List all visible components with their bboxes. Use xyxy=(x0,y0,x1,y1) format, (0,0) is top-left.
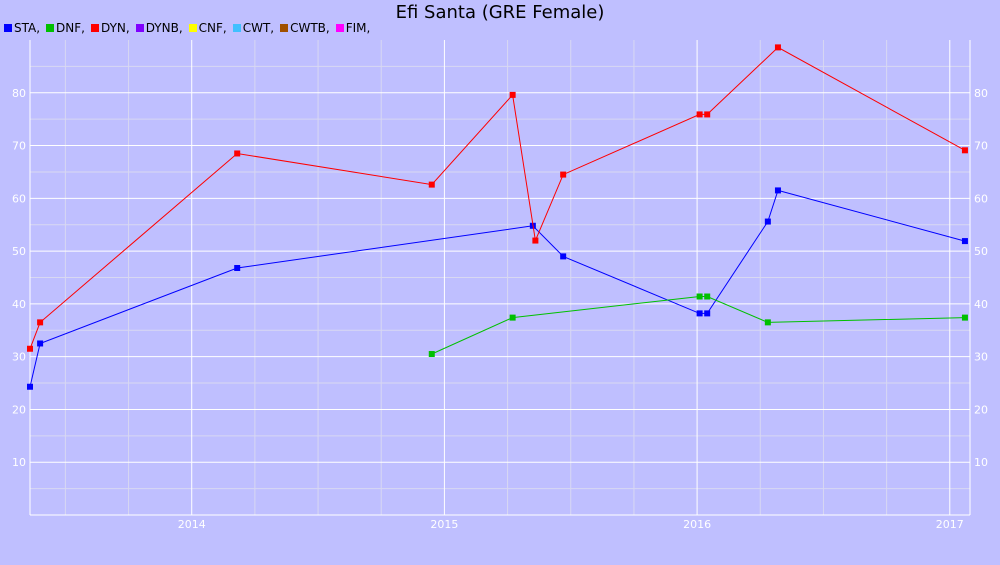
y-tick-label-right: 20 xyxy=(974,403,988,416)
x-tick-label: 2017 xyxy=(936,518,964,531)
chart-title: Efi Santa (GRE Female) xyxy=(395,2,605,23)
data-point-dyn xyxy=(509,91,516,98)
legend-label: STA, xyxy=(14,21,41,35)
legend-label: DYN, xyxy=(100,21,130,35)
legend-item-sta: STA, xyxy=(4,21,40,35)
data-point-sta xyxy=(234,265,241,271)
y-tick-label-left: 60 xyxy=(12,192,26,205)
data-point-sta xyxy=(37,340,44,347)
data-point-dyn xyxy=(704,111,711,118)
legend-label: FIM, xyxy=(345,21,371,35)
y-tick-label-left: 10 xyxy=(12,456,26,469)
data-point-dyn xyxy=(27,345,33,352)
legend-label: CWT, xyxy=(242,21,275,35)
legend-label: DYNB, xyxy=(145,21,183,35)
y-tick-label-left: 30 xyxy=(12,351,26,364)
data-point-dnf xyxy=(764,319,771,326)
data-point-dnf xyxy=(428,351,435,358)
data-point-sta xyxy=(27,383,33,390)
series-line-dnf xyxy=(431,296,965,355)
legend-label: CNF, xyxy=(198,21,227,35)
data-point-sta xyxy=(704,310,711,317)
y-tick-label-left: 20 xyxy=(12,403,26,416)
data-point-dyn xyxy=(532,237,539,244)
x-tick-label: 2014 xyxy=(178,518,206,531)
y-tick-label-right: 30 xyxy=(974,351,988,364)
legend-swatch xyxy=(135,24,144,32)
data-point-dyn xyxy=(696,111,703,118)
legend-swatch xyxy=(335,24,344,32)
y-tick-label-left: 40 xyxy=(12,298,26,311)
legend-label: DNF, xyxy=(56,21,85,35)
data-point-dnf xyxy=(704,293,711,300)
data-point-dyn xyxy=(37,319,44,326)
data-point-dyn xyxy=(961,147,968,154)
data-point-sta xyxy=(764,218,771,225)
legend-swatch xyxy=(46,24,55,32)
legend-swatch xyxy=(90,24,99,32)
y-tick-label-right: 10 xyxy=(974,456,988,469)
legend-item-dyn: DYN, xyxy=(90,21,130,35)
series-line-sta xyxy=(29,189,966,387)
legend-item-cwtb: CWTB, xyxy=(280,21,330,35)
data-point-sta xyxy=(696,310,703,317)
data-point-dyn xyxy=(560,171,567,178)
legend-swatch xyxy=(280,24,289,32)
y-tick-label-left: 80 xyxy=(12,87,26,100)
y-tick-label-left: 70 xyxy=(12,140,26,153)
legend-swatch xyxy=(4,24,12,32)
data-point-dyn xyxy=(774,44,781,51)
y-tick-label-right: 50 xyxy=(974,245,988,258)
y-tick-label-right: 70 xyxy=(974,140,988,153)
legend-item-dnf: DNF, xyxy=(46,21,85,35)
data-point-sta xyxy=(961,238,968,245)
data-point-sta xyxy=(774,187,781,194)
legend-item-dynb: DYNB, xyxy=(135,21,183,35)
legend-item-fim: FIM, xyxy=(335,21,371,35)
x-tick-label: 2016 xyxy=(683,518,711,531)
data-point-dyn xyxy=(428,181,435,188)
x-tick-label: 2015 xyxy=(430,518,458,531)
y-tick-label-right: 80 xyxy=(974,87,988,100)
legend-item-cnf: CNF, xyxy=(188,21,227,35)
y-tick-label-left: 50 xyxy=(12,245,26,258)
legend-swatch xyxy=(232,24,241,32)
y-tick-label-right: 60 xyxy=(974,192,988,205)
y-tick-label-right: 40 xyxy=(974,298,988,311)
data-point-dnf xyxy=(509,314,516,321)
legend: STA, DNF, DYN, DYNB, CNF, CWT, CWTB, FIM… xyxy=(4,20,376,36)
data-point-dnf xyxy=(961,314,968,321)
data-point-sta xyxy=(560,253,567,260)
data-point-dnf xyxy=(696,293,703,300)
legend-label: CWTB, xyxy=(290,21,330,35)
legend-swatch xyxy=(188,24,197,32)
data-point-dyn xyxy=(234,150,241,157)
legend-item-cwt: CWT, xyxy=(232,21,275,35)
